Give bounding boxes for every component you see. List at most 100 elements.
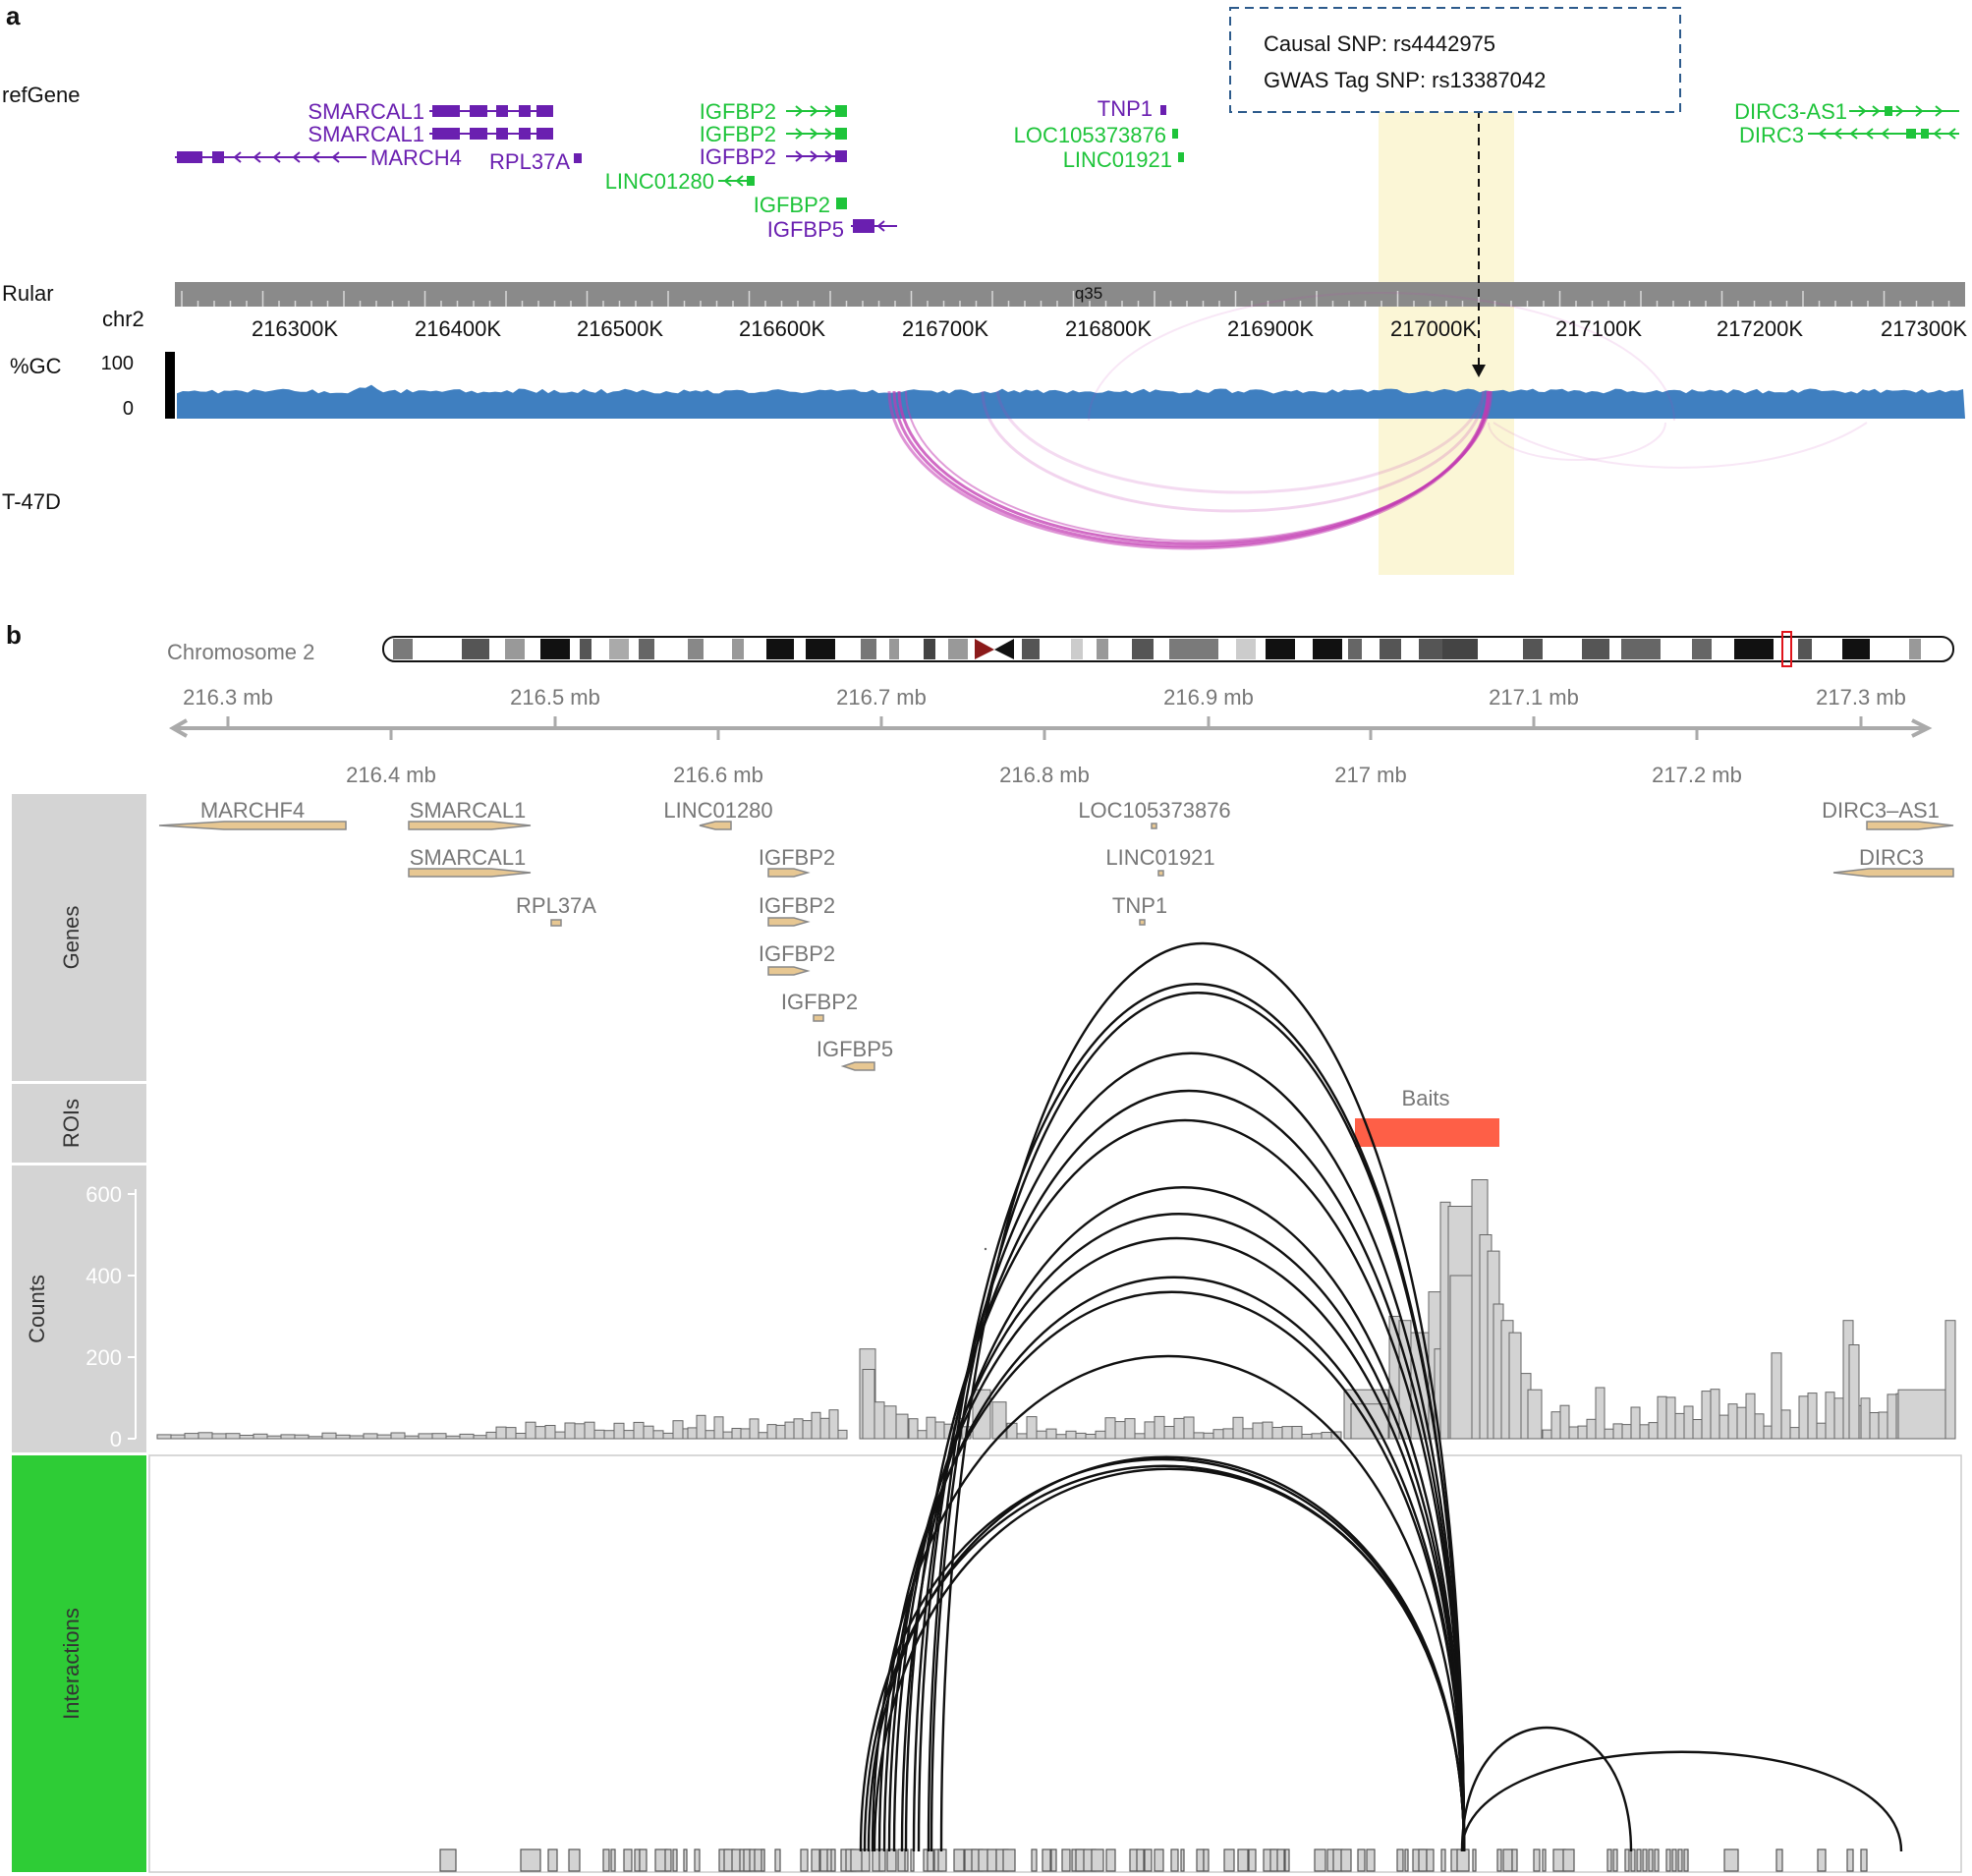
gene-label: DIRC3 (1739, 123, 1804, 147)
count-bar (1710, 1389, 1720, 1440)
fragment-block (1284, 1848, 1290, 1872)
count-bar (1114, 1421, 1126, 1440)
ideogram-band (1842, 639, 1870, 659)
ideogram-band (1132, 639, 1154, 659)
axis-tick-label: 216.4 mb (346, 763, 436, 787)
count-bar (1055, 1434, 1067, 1440)
gc-track-label: %GC (10, 354, 62, 378)
count-bar (1568, 1426, 1579, 1440)
ideogram-band (609, 639, 629, 659)
fragment-block (886, 1848, 897, 1872)
count-bar (802, 1420, 813, 1440)
fragment-block (1472, 1848, 1477, 1872)
count-bar (485, 1431, 497, 1440)
gene-exon (574, 153, 582, 163)
fragment-block (610, 1848, 616, 1872)
count-bar (1648, 1422, 1659, 1440)
gene-glyph (767, 868, 811, 878)
gene-glyph (813, 1014, 824, 1022)
counts-tick-label: 600 (85, 1182, 122, 1207)
ideogram-band (505, 639, 525, 659)
count-bar (991, 1401, 1007, 1440)
ruler-bar: q35 (175, 282, 1965, 307)
count-bar (1095, 1430, 1106, 1440)
ideogram-band (889, 639, 899, 659)
fragment-block (1154, 1848, 1164, 1872)
fragment-block (1426, 1848, 1435, 1872)
count-bar (837, 1429, 848, 1440)
gene-exon (496, 128, 508, 140)
count-bar (1754, 1413, 1765, 1440)
count-bar (1621, 1424, 1632, 1440)
count-bar (1045, 1428, 1057, 1440)
fragment-block (694, 1848, 701, 1872)
gene-label: TNP1 (1112, 893, 1167, 918)
rois-track-panel (12, 1084, 146, 1163)
interaction-arc (1088, 292, 1675, 422)
count-bar (1065, 1430, 1077, 1440)
interaction-arcs (859, 942, 1903, 1852)
gene-label: IGFBP5 (767, 217, 844, 242)
gene-glyph (408, 821, 532, 830)
count-bar (713, 1416, 724, 1440)
count-bar (335, 1434, 351, 1440)
strand-arrows (723, 175, 744, 187)
genes-track-panel (12, 794, 146, 1081)
counts-track-panel (12, 1165, 146, 1452)
gene-exon (1178, 152, 1184, 162)
count-bar (156, 1434, 172, 1440)
count-bar (1897, 1389, 1948, 1440)
count-bar (363, 1433, 378, 1440)
fragment-block (927, 1848, 934, 1872)
count-bar (1789, 1427, 1800, 1440)
count-bar (926, 1416, 936, 1440)
count-bar (1630, 1406, 1641, 1440)
gene-exon (432, 105, 460, 117)
count-bar (505, 1427, 517, 1440)
fragment-block (1496, 1848, 1502, 1872)
strand-arrows (876, 220, 885, 232)
gene-label: LOC105373876 (1078, 798, 1230, 823)
count-bar (1075, 1432, 1087, 1440)
fragment-block (639, 1848, 648, 1872)
count-bar (613, 1422, 625, 1440)
interaction-arc (877, 1290, 1466, 1852)
count-bar (584, 1421, 595, 1440)
count-bar (793, 1418, 804, 1440)
count-bar (722, 1431, 733, 1440)
count-bar (1595, 1387, 1606, 1440)
count-bar (1222, 1428, 1234, 1440)
ideogram-band (1266, 639, 1295, 659)
count-bar (828, 1409, 839, 1440)
count-bar (749, 1418, 760, 1440)
fragment-block (1002, 1848, 1016, 1872)
gene-exon (432, 128, 460, 140)
ideogram-band (1909, 639, 1921, 659)
count-bar (266, 1435, 282, 1440)
axis-arrow-left (168, 718, 188, 738)
count-bar (197, 1432, 213, 1440)
count-bar (1612, 1423, 1623, 1440)
strand-arrows (233, 151, 340, 163)
chromosome-band-label: q35 (1075, 284, 1102, 303)
gene-label: DIRC3-AS1 (1734, 99, 1847, 124)
ruler-track-label: Rular (2, 281, 54, 306)
count-bar (574, 1423, 586, 1440)
count-bar (1692, 1419, 1703, 1440)
ideogram-band (861, 639, 876, 659)
gene-label: TNP1 (1098, 96, 1153, 121)
fragment-block (439, 1848, 457, 1872)
count-bar (1869, 1412, 1880, 1440)
fragment-block (1630, 1848, 1636, 1872)
gene-label: LINC01921 (1105, 845, 1214, 870)
count-bar (431, 1433, 447, 1440)
fragment-block (1846, 1848, 1854, 1872)
interaction-arc (892, 1213, 1466, 1852)
gene-exon (835, 150, 847, 162)
count-bar (1550, 1411, 1561, 1440)
count-bar (1242, 1428, 1254, 1440)
gene-exon (536, 105, 553, 117)
count-bar (473, 1435, 488, 1440)
counts-track-title: Counts (25, 1275, 49, 1343)
